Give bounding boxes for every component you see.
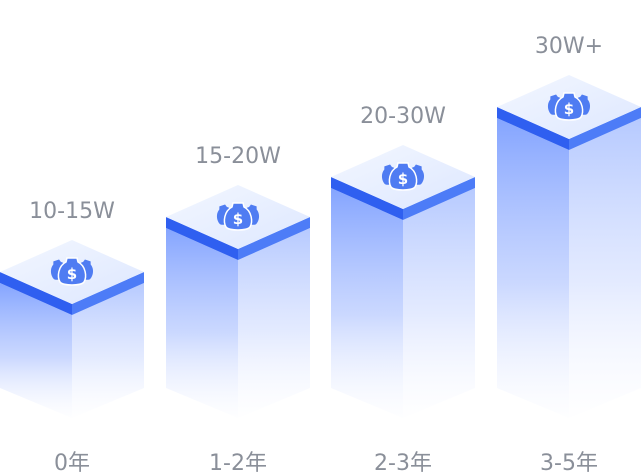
category-label: 3-5年: [540, 451, 598, 474]
bar-band-right: [569, 107, 641, 150]
bar-band-left: [497, 107, 569, 150]
category-label: 2-3年: [374, 451, 432, 474]
value-label: 30W+: [535, 34, 603, 59]
value-label: 15-20W: [195, 144, 281, 169]
bar-left-face: [166, 228, 238, 418]
bar-left-face: [497, 118, 569, 418]
bar-4: [497, 75, 641, 418]
bar-band-right: [238, 217, 310, 260]
category-label: 0年: [54, 451, 90, 474]
bar-band-right: [403, 177, 475, 220]
bar-right-face: [72, 283, 144, 418]
value-label: 20-30W: [360, 104, 446, 129]
bar-right-face: [238, 228, 310, 418]
value-label: 10-15W: [29, 199, 115, 224]
category-label: 1-2年: [209, 451, 267, 474]
bar-2: [166, 185, 310, 418]
bar-left-face: [0, 283, 72, 418]
bar-3: [331, 145, 475, 418]
bar-band-left: [166, 217, 238, 260]
bar-right-face: [569, 118, 641, 418]
bar-right-face: [403, 188, 475, 418]
bar-left-face: [331, 188, 403, 418]
bar-1: [0, 240, 144, 418]
bar-band-left: [331, 177, 403, 220]
bar-band-left: [0, 272, 72, 315]
bar-band-right: [72, 272, 144, 315]
